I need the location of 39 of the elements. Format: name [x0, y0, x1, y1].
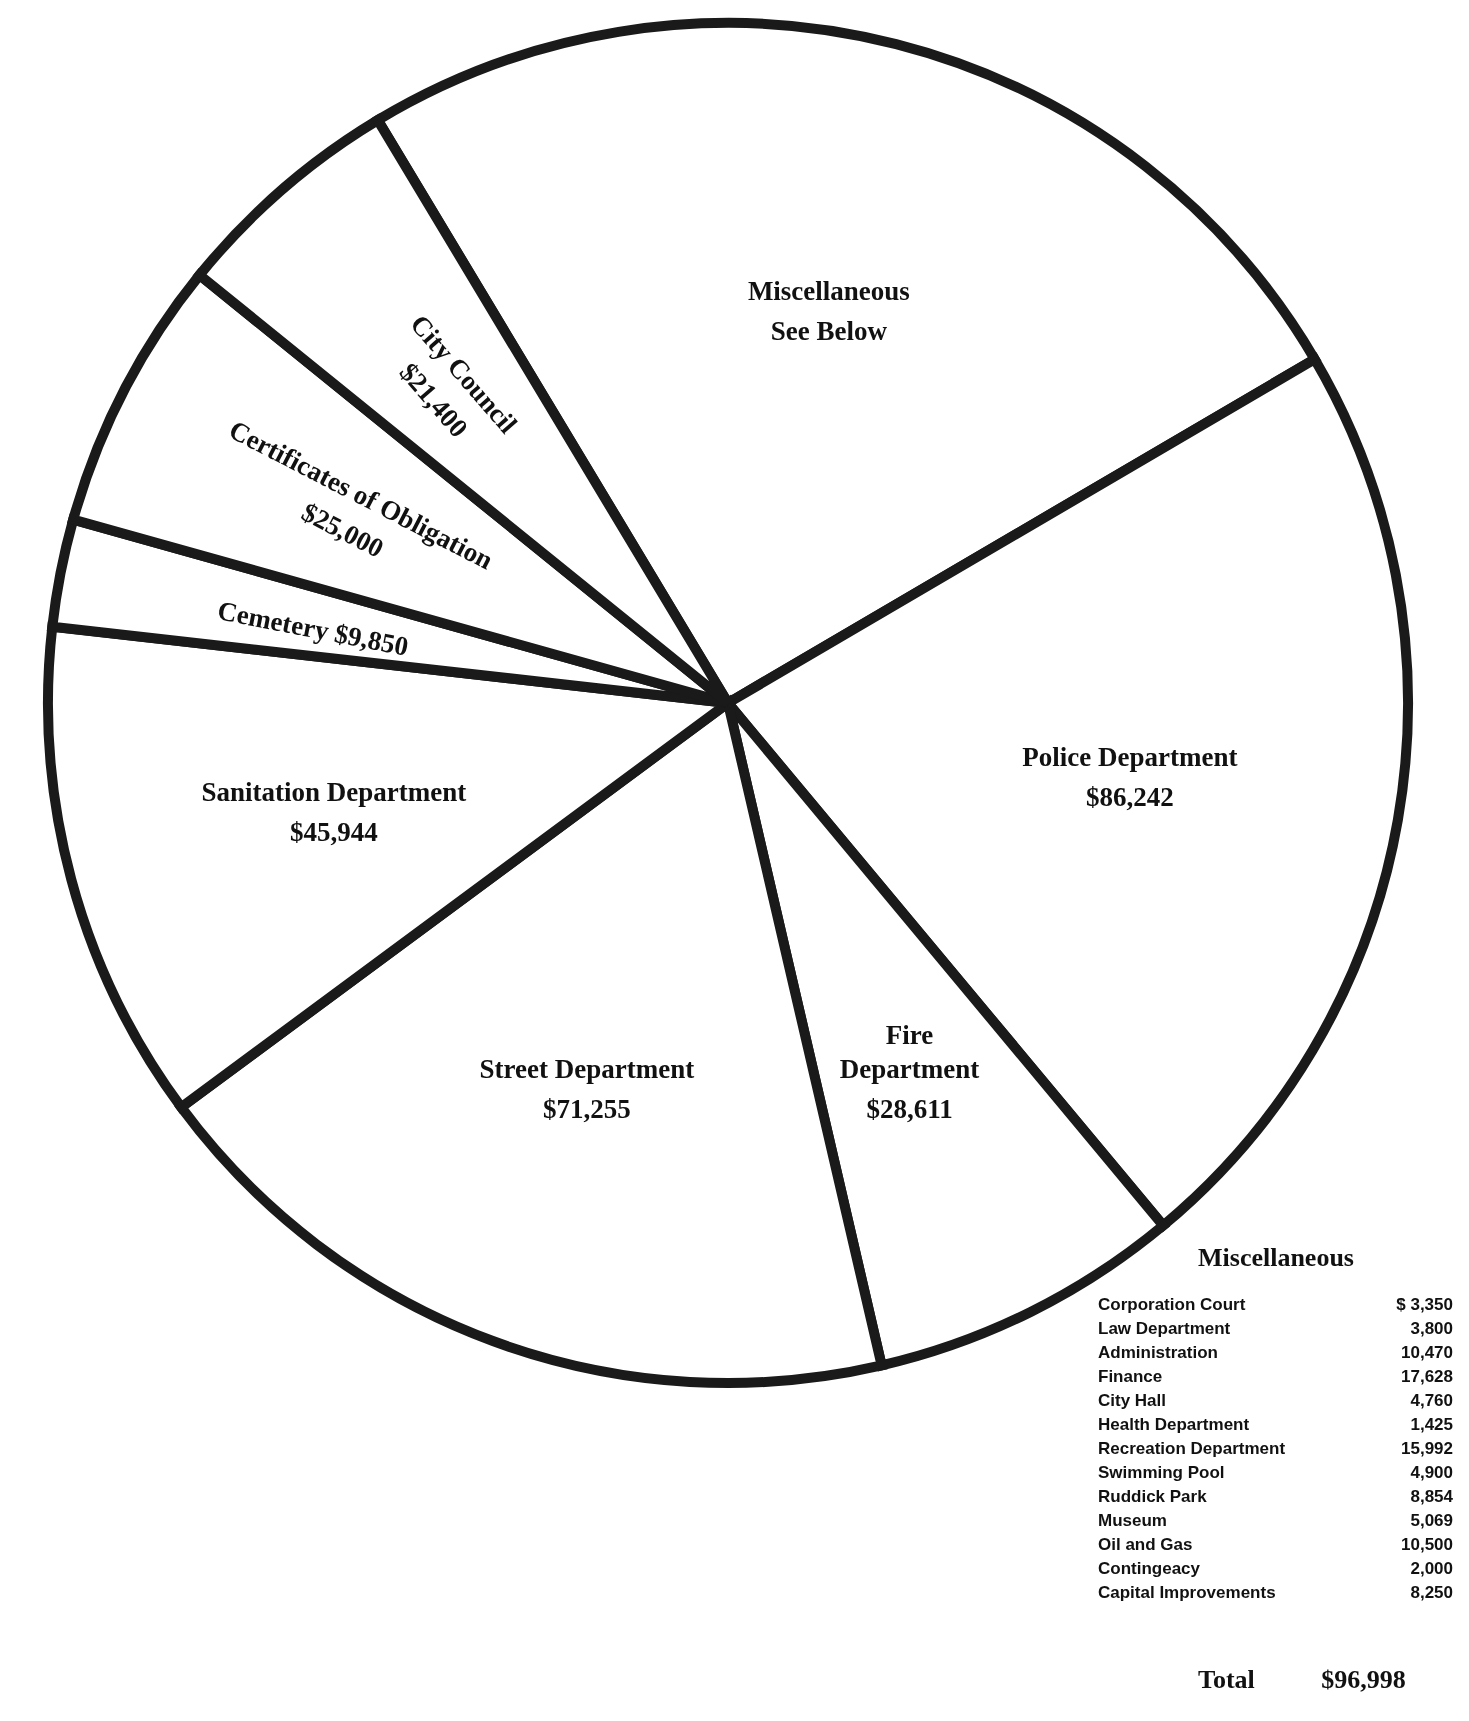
slice-label: Police Department: [1022, 741, 1238, 772]
text: 5,069: [1410, 1511, 1453, 1530]
slice-label: Cemetery $9,850: [215, 595, 411, 662]
category-label: Oil and Gas: [1098, 1534, 1193, 1556]
data-label: $45,944: [290, 817, 378, 848]
text: 3,800: [1410, 1319, 1453, 1338]
text: 4,760: [1410, 1391, 1453, 1410]
data-label: $71,255: [543, 1094, 631, 1125]
category-label: Contingeacy: [1098, 1558, 1201, 1580]
data-label: $86,242: [1086, 781, 1174, 812]
category-label: City Hall: [1098, 1390, 1167, 1412]
text: 15,992: [1401, 1439, 1453, 1458]
text: 4,900: [1410, 1463, 1453, 1482]
category-label: Finance: [1098, 1366, 1163, 1388]
slice-label: Miscellaneous: [747, 276, 910, 307]
text: 8,250: [1410, 1583, 1453, 1602]
category-label: Museum: [1098, 1510, 1167, 1532]
text: 8,854: [1410, 1487, 1453, 1506]
category-label: Health Department: [1098, 1414, 1250, 1436]
category-label: Recreation Department: [1098, 1438, 1286, 1460]
slice-label: Sanitation Department: [201, 777, 467, 808]
category-label: Administration: [1098, 1342, 1218, 1364]
category-label: Law Department: [1098, 1318, 1231, 1340]
data-label: $28,611: [866, 1093, 953, 1124]
text: 1,425: [1410, 1415, 1453, 1434]
text: 10,470: [1401, 1343, 1453, 1362]
category-label: Capital Improvements: [1098, 1582, 1276, 1604]
data-label: See Below: [770, 315, 888, 346]
slice-label: Fire Department: [839, 1020, 980, 1084]
text: 10,500: [1401, 1535, 1453, 1554]
category-label: Ruddick Park: [1098, 1486, 1207, 1508]
category-label: Swimming Pool: [1098, 1462, 1225, 1484]
category-label: Corporation Court: [1098, 1294, 1246, 1316]
text: Miscellaneous: [1198, 1243, 1355, 1273]
text: 17,628: [1401, 1367, 1453, 1386]
slice-label: Street Department: [479, 1054, 695, 1085]
text: Total $96,998: [1198, 1665, 1407, 1695]
text: $ 3,350: [1396, 1295, 1453, 1314]
text: 2,000: [1410, 1559, 1453, 1578]
